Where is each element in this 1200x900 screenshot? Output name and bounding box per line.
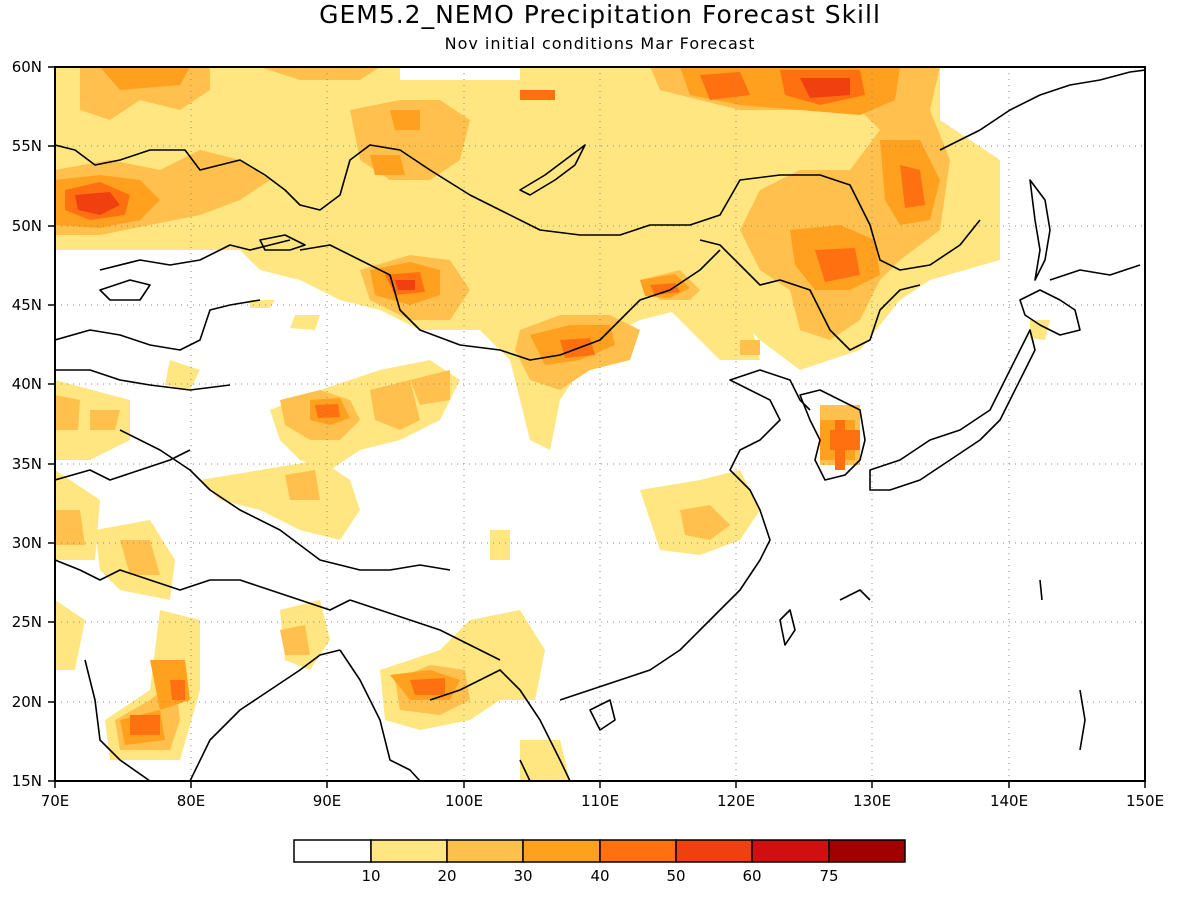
lon-tick-label: 90E — [313, 792, 342, 810]
lat-tick-label: 30N — [12, 534, 42, 552]
lat-tick-label: 50N — [12, 217, 42, 235]
lat-tick-label: 55N — [12, 137, 42, 155]
colorbar-swatch — [675, 839, 753, 863]
colorbar-swatch — [751, 839, 830, 863]
colorbar-label: 50 — [666, 867, 685, 885]
colorbar-swatch — [293, 839, 372, 863]
lon-tick-label: 130E — [853, 792, 891, 810]
skill-shading — [55, 67, 1050, 781]
map-gridlines — [55, 67, 1145, 781]
colorbar-label: 75 — [819, 867, 838, 885]
lon-tick-label: 140E — [990, 792, 1028, 810]
lat-tick-label: 15N — [12, 772, 42, 790]
chart-subtitle: Nov initial conditions Mar Forecast — [444, 34, 756, 53]
colorbar-swatch — [828, 839, 906, 863]
colorbar-label: 20 — [437, 867, 456, 885]
lon-tick-label: 70E — [41, 792, 70, 810]
colorbar-swatch — [599, 839, 677, 863]
colorbar: 10 20 30 40 50 60 75 — [293, 839, 906, 885]
skill-band-50-60 — [75, 78, 850, 290]
colorbar-label: 10 — [361, 867, 380, 885]
coastlines — [55, 69, 1145, 781]
lon-tick-label: 150E — [1126, 792, 1164, 810]
lat-tick-label: 35N — [12, 455, 42, 473]
colorbar-swatch — [370, 839, 448, 863]
axis-ticks — [48, 66, 1146, 788]
colorbar-label: 60 — [742, 867, 761, 885]
lat-tick-label: 25N — [12, 613, 42, 631]
lat-axis: 60N 55N 50N 45N 40N 35N 30N 25N 20N 15N — [12, 58, 42, 790]
lon-axis: 70E 80E 90E 100E 110E 120E 130E 140E 150… — [41, 792, 1164, 810]
colorbar-label: 30 — [513, 867, 532, 885]
lat-tick-label: 60N — [12, 58, 42, 76]
lat-tick-label: 20N — [12, 693, 42, 711]
chart-title: GEM5.2_NEMO Precipitation Forecast Skill — [319, 0, 881, 29]
lon-tick-label: 110E — [581, 792, 619, 810]
skill-band-10-20 — [55, 67, 1050, 781]
colorbar-label: 40 — [590, 867, 609, 885]
lat-tick-label: 40N — [12, 375, 42, 393]
lat-tick-label: 45N — [12, 296, 42, 314]
lon-tick-label: 100E — [445, 792, 483, 810]
lon-tick-label: 120E — [717, 792, 755, 810]
colorbar-swatch — [446, 839, 524, 863]
lon-tick-label: 80E — [177, 792, 206, 810]
colorbar-swatch — [522, 839, 601, 863]
